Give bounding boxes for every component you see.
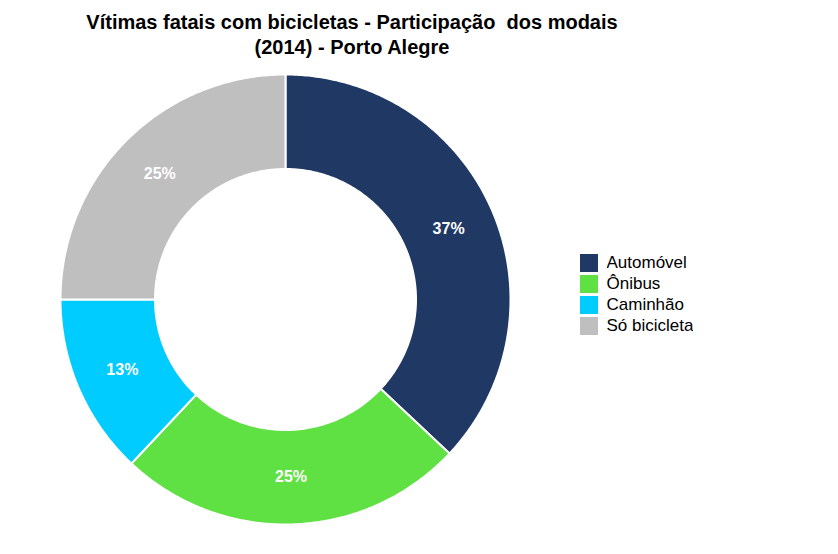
html-text:Automóvel: Automóvel (606, 252, 687, 272)
svg-text:25%: 25% (144, 165, 176, 182)
html-text:Caminhão: Caminhão (606, 294, 684, 314)
html-text:Só bicicleta: Só bicicleta (606, 315, 694, 335)
html-text:Ônibus: Ônibus (606, 273, 661, 293)
svg-text:37%: 37% (433, 220, 465, 237)
svg-text:13%: 13% (106, 361, 138, 378)
html-text:Vítimas fatais com bicicletas: Vítimas fatais com bicicletas - Particip… (86, 11, 618, 58)
svg-text:25%: 25% (275, 468, 307, 485)
